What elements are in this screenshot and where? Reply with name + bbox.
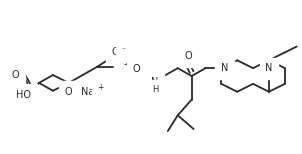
- Text: O: O: [111, 47, 119, 57]
- Text: N: N: [265, 63, 273, 73]
- Text: N: N: [221, 63, 228, 73]
- Text: H: H: [152, 85, 158, 94]
- Text: O: O: [11, 70, 19, 80]
- Text: O: O: [132, 64, 140, 74]
- Text: ⁻: ⁻: [121, 45, 125, 54]
- Text: Na: Na: [81, 87, 94, 97]
- Text: N: N: [151, 77, 159, 87]
- Text: +: +: [98, 83, 104, 92]
- Text: O: O: [185, 51, 192, 61]
- Text: O: O: [65, 87, 72, 97]
- Text: HO: HO: [16, 90, 31, 100]
